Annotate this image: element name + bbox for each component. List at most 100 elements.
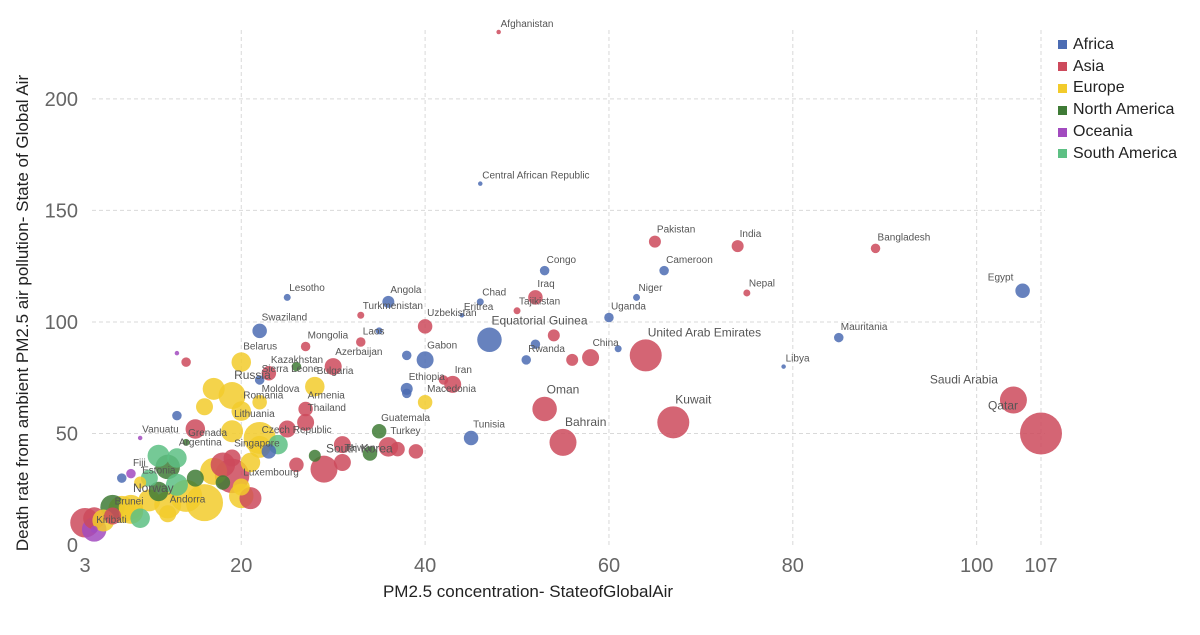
data-point-43 (401, 388, 412, 399)
data-point-34 (174, 350, 180, 356)
y-tick-label-200: 200 (45, 89, 78, 111)
data-point-mongolia (300, 341, 311, 352)
legend-swatch-africa (1058, 40, 1067, 50)
data-point-laos (356, 337, 366, 347)
data-point-tajikistan (513, 307, 521, 315)
point-label-azerbaijan: Azerbaijan (335, 347, 382, 358)
legend-swatch-north-america (1058, 105, 1067, 115)
point-label-thailand: Thailand (308, 403, 346, 414)
legend-item-north-america[interactable]: North America (1058, 99, 1177, 121)
point-label-saudi-arabia: Saudi Arabia (930, 373, 998, 387)
x-tick-label-100: 100 (960, 555, 993, 577)
data-point-31 (196, 398, 213, 416)
chart-points (70, 29, 1062, 542)
data-point-niger (633, 293, 641, 301)
point-label-ethiopia: Ethiopia (409, 372, 446, 383)
data-point-iraq (528, 290, 543, 305)
data-point-rwanda (521, 355, 531, 365)
legend-label-north-america: North America (1073, 101, 1175, 119)
x-tick-label-107: 107 (1024, 555, 1057, 577)
y-axis-title: Death rate from ambient PM2.5 air pollut… (13, 75, 32, 552)
data-point-bangladesh (870, 243, 881, 254)
data-point-saudi-arabia (999, 386, 1027, 414)
legend-label-south-america: South America (1073, 144, 1178, 162)
data-point-grenada (182, 438, 190, 446)
data-point-qatar (1020, 412, 1062, 455)
data-point-macedonia (417, 395, 433, 410)
data-point-kazakhstan (261, 366, 277, 381)
legend-swatch-europe (1058, 83, 1067, 93)
data-point-29 (172, 410, 182, 421)
data-point-46 (291, 361, 302, 372)
legend-item-oceania[interactable]: Oceania (1058, 121, 1177, 143)
point-label-uganda: Uganda (611, 302, 646, 313)
x-tick-label-80: 80 (782, 555, 804, 577)
data-point-uzbekistan (417, 319, 433, 334)
data-point-24 (261, 444, 277, 459)
point-label-vanuatu: Vanuatu (142, 425, 179, 436)
point-label-swaziland: Swaziland (262, 313, 308, 324)
data-point-47 (438, 375, 449, 385)
data-point-belarus (231, 352, 252, 372)
data-point-gabon (416, 351, 434, 369)
point-label-iran: Iran (455, 365, 472, 376)
chart-ticks: 3 20 40 60 80 100 107 0 50 100 150 200 (45, 89, 1058, 577)
data-point-49 (547, 329, 560, 342)
point-label-armenia: Armenia (308, 391, 346, 402)
data-point-lesotho (283, 293, 291, 301)
data-point-45 (401, 350, 412, 361)
data-point-27 (289, 457, 304, 472)
data-point-romania (231, 401, 252, 421)
legend-label-oceania: Oceania (1073, 123, 1133, 141)
data-point-taiwan (333, 453, 351, 471)
data-point-50 (566, 353, 579, 366)
point-label-singapore: Singapore (234, 439, 280, 450)
data-point-guatemala (371, 423, 387, 439)
legend-item-europe[interactable]: Europe (1058, 78, 1177, 100)
data-point-tunisia (463, 430, 479, 446)
data-point-38 (117, 473, 127, 483)
data-point-argentina (167, 448, 187, 468)
legend-item-asia[interactable]: Asia (1058, 56, 1177, 78)
point-label-kazakhstan: Kazakhstan (271, 355, 323, 366)
data-point-12 (165, 473, 188, 496)
legend-item-africa[interactable]: Africa (1058, 34, 1177, 56)
data-point-thailand (297, 413, 315, 431)
data-point-26 (278, 420, 296, 438)
data-point-14 (186, 469, 204, 487)
data-point-iran (444, 375, 462, 393)
legend-item-south-america[interactable]: South America (1058, 143, 1177, 165)
x-tick-label-3: 3 (79, 555, 90, 577)
legend-label-europe: Europe (1073, 79, 1125, 97)
x-tick-label-40: 40 (414, 555, 436, 577)
point-label-gabon: Gabon (427, 340, 457, 351)
data-point-uganda (604, 312, 614, 323)
data-point-afghanistan (496, 29, 501, 35)
point-label-lesotho: Lesotho (289, 283, 325, 294)
data-point-united-arab-emirates (629, 339, 662, 372)
data-point-brunei (104, 507, 122, 525)
data-point-chad (476, 298, 484, 306)
point-label-bahrain: Bahrain (565, 415, 606, 429)
data-point-swaziland (252, 323, 267, 339)
point-label-sierra-leone: Sierra Leone (262, 364, 320, 375)
y-tick-label-0: 0 (67, 535, 78, 557)
data-point-32 (202, 377, 225, 400)
point-label-bulgaria: Bulgaria (317, 366, 354, 377)
data-point-luxembourg (232, 478, 250, 496)
data-point-bahrain (549, 428, 577, 456)
point-label-egypt: Egypt (988, 272, 1014, 283)
data-point-cameroon (659, 265, 669, 276)
data-point-mauritania (834, 332, 844, 343)
point-label-russia: Russia (234, 368, 271, 382)
point-label-brunei: Brunei (115, 497, 144, 508)
data-point-south-korea (310, 455, 338, 483)
point-label-bangladesh: Bangladesh (878, 233, 931, 244)
point-label-estonia: Estonia (142, 466, 176, 477)
legend-label-asia: Asia (1073, 57, 1105, 75)
data-point-kiribati (90, 525, 98, 533)
x-tick-label-60: 60 (598, 555, 620, 577)
data-point-44 (375, 327, 383, 335)
data-point-40 (362, 446, 378, 461)
